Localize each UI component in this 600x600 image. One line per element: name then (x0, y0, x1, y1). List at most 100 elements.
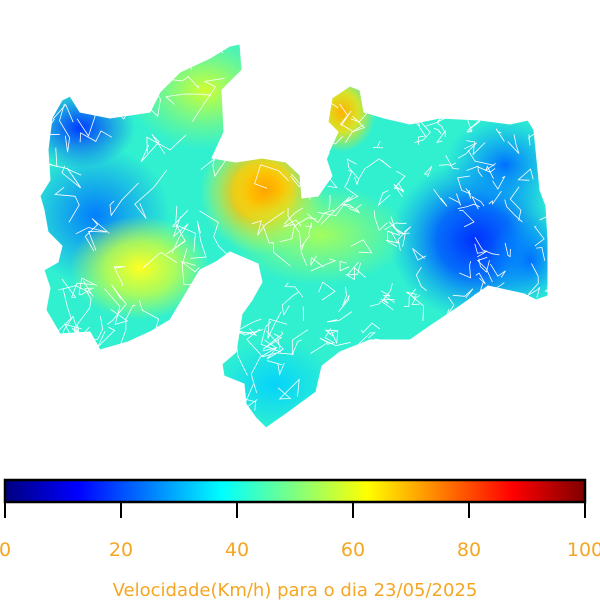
municipal-boundary-line (324, 329, 338, 337)
municipal-boundary-line (296, 135, 315, 151)
municipal-boundary-line (305, 222, 312, 235)
municipal-boundary-line (197, 400, 230, 414)
municipal-boundary-line (261, 44, 302, 57)
municipal-boundary-line (346, 158, 359, 180)
municipal-boundary-line (90, 44, 108, 71)
municipal-boundary-line (448, 193, 462, 206)
municipal-boundary-line (324, 328, 336, 345)
municipal-boundary-line (142, 252, 178, 269)
municipal-boundary-line (163, 75, 199, 89)
municipal-boundary-line (55, 55, 71, 91)
municipal-boundary-line (78, 277, 98, 296)
colorbar-tick-label-60: 60 (341, 539, 365, 561)
municipal-boundary-line (420, 332, 430, 346)
municipal-boundary-line (238, 99, 281, 150)
municipal-boundary-line (456, 337, 478, 350)
municipal-boundary-line (348, 204, 362, 214)
colorbar-gradient (3, 478, 587, 504)
municipal-boundary-line (547, 330, 548, 337)
municipal-boundary-line (504, 242, 511, 258)
municipal-boundary-line (345, 187, 359, 203)
municipal-boundary-line (104, 288, 129, 325)
municipal-boundary-line (279, 217, 317, 243)
municipal-boundary-line (381, 283, 394, 311)
municipal-boundary-line (479, 106, 505, 121)
municipal-boundary-line (345, 266, 366, 281)
municipal-boundary-line (240, 76, 270, 103)
colorbar-tick-label-80: 80 (457, 539, 481, 561)
municipal-boundary-line (58, 280, 94, 297)
municipal-boundary-line (380, 290, 395, 303)
municipal-boundary-line (233, 90, 262, 111)
municipal-boundary-line (459, 261, 471, 279)
municipal-boundary-line (436, 129, 446, 143)
municipal-boundary-line (411, 294, 421, 305)
municipal-boundary-line (459, 209, 475, 228)
municipal-boundary-line (527, 286, 541, 298)
municipal-boundary-line (445, 296, 455, 318)
municipal-boundary-line (423, 165, 433, 178)
municipal-boundary-line (546, 162, 548, 184)
municipal-boundary-line (300, 107, 312, 124)
municipal-boundary-line (474, 243, 488, 258)
municipal-boundary-line (478, 258, 490, 273)
municipal-boundary-line (40, 67, 64, 84)
municipal-boundary-line (338, 295, 350, 312)
municipal-boundary-line (310, 258, 337, 272)
municipal-boundary-line (534, 226, 545, 247)
municipal-boundary-line (202, 330, 231, 360)
municipal-boundary-line (165, 93, 212, 105)
municipal-boundary-line (341, 204, 361, 214)
municipal-boundary-line (328, 330, 339, 344)
municipal-boundary-line (433, 127, 442, 135)
municipal-boundary-line (200, 156, 229, 178)
municipal-boundary-line (457, 175, 472, 195)
municipal-boundary-line (281, 292, 299, 317)
municipal-boundary-line (484, 162, 496, 179)
municipal-boundary-line (295, 44, 311, 56)
municipal-boundary-line (140, 134, 166, 163)
municipal-boundary-line (433, 188, 448, 207)
municipal-boundary-line (360, 322, 381, 334)
municipal-boundary-line (528, 263, 539, 295)
municipal-boundary-line (159, 44, 176, 77)
municipal-boundary-line (546, 139, 548, 156)
municipal-boundary-line (84, 218, 110, 252)
municipal-boundary-line (412, 248, 427, 261)
municipal-boundary-line (411, 295, 424, 322)
municipal-boundary-line (358, 332, 376, 345)
municipal-boundary-line (266, 360, 285, 376)
municipal-boundary-line (546, 196, 548, 210)
municipal-boundary-line (121, 72, 148, 102)
municipal-boundary-line (308, 89, 330, 129)
municipal-boundary-line (451, 336, 462, 352)
municipal-boundary-line (246, 129, 265, 153)
municipal-boundary-line (262, 223, 291, 267)
municipal-boundary-line (306, 209, 335, 224)
municipal-boundary-line (286, 94, 312, 127)
municipal-boundary-line (466, 118, 473, 133)
municipal-boundary-line (146, 134, 187, 154)
municipal-boundary-line (415, 266, 427, 292)
colorbar-tick-label-20: 20 (109, 539, 133, 561)
municipal-boundary-line (342, 286, 350, 307)
municipal-boundary-line (417, 126, 427, 145)
municipal-boundary-line (79, 130, 113, 143)
municipal-boundary-line (377, 189, 391, 207)
municipal-boundary-line (354, 167, 366, 186)
municipal-boundary-line (474, 237, 500, 256)
municipal-boundary-line (192, 77, 225, 122)
municipal-boundary-line (438, 334, 451, 350)
municipal-boundary-line (477, 166, 496, 173)
municipal-boundary-line (438, 322, 453, 335)
municipal-boundary-line (291, 329, 309, 355)
municipal-boundary-line (384, 222, 407, 231)
municipal-boundary-line (254, 164, 289, 189)
municipal-boundary-line (287, 207, 308, 266)
municipal-boundary-line (467, 149, 495, 166)
municipal-boundary-line (457, 203, 480, 209)
municipal-boundary-line (260, 321, 281, 353)
municipal-boundary-line (452, 288, 474, 299)
municipal-boundary-line (500, 330, 512, 342)
municipal-boundary-line (328, 194, 331, 211)
